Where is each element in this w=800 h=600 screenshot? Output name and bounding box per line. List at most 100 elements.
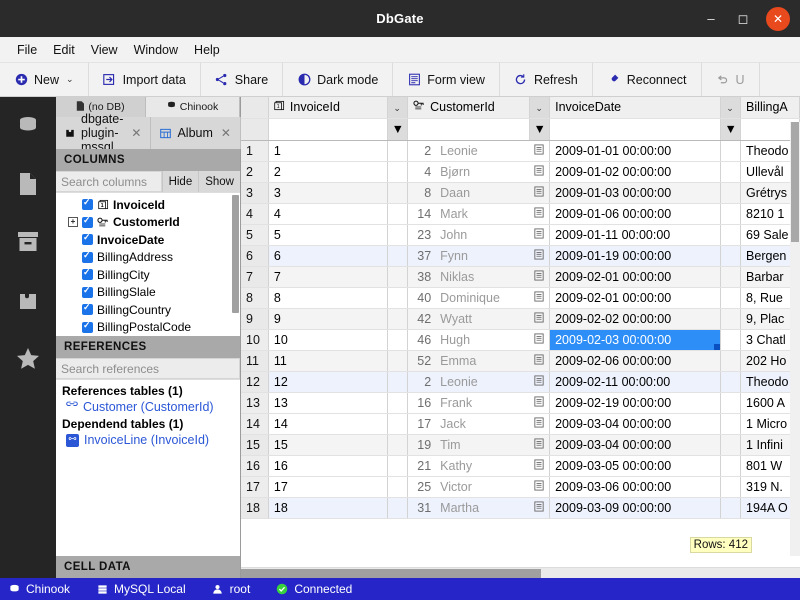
db-tab-no-db[interactable]: (no DB) — [56, 97, 146, 117]
cell-customerid[interactable]: 14 Mark — [407, 203, 551, 225]
cell-invoiceid[interactable]: 10 — [268, 329, 389, 351]
table-row[interactable]: 17 17 25 Victor 2009-03-06 00:00:00 319 N. — [241, 476, 800, 498]
filter-input-customerid[interactable] — [407, 118, 531, 141]
cell-invoicedate[interactable]: 2009-02-02 00:00:00 — [549, 308, 722, 330]
column-checkbox[interactable] — [82, 250, 93, 263]
column-item-invoiceid[interactable]: 1 InvoiceId — [56, 196, 240, 214]
cell-billingaddress[interactable]: 69 Sale — [740, 224, 800, 246]
cell-invoicedate[interactable]: 2009-01-03 00:00:00 — [549, 182, 722, 204]
cell-customerid[interactable]: 17 Jack — [407, 413, 551, 435]
columns-scrollbar[interactable] — [232, 195, 239, 313]
table-row[interactable]: 16 16 21 Kathy 2009-03-05 00:00:00 801 W — [241, 455, 800, 477]
cell-customerid[interactable]: 37 Fynn — [407, 245, 551, 267]
table-row[interactable]: 10 10 46 Hugh 2009-02-03 00:00:00 3 Chatl — [241, 329, 800, 351]
table-row[interactable]: 4 4 14 Mark 2009-01-06 00:00:00 8210 1 — [241, 203, 800, 225]
menu-help[interactable]: Help — [194, 42, 220, 57]
cell-billingaddress[interactable]: Grétrys — [740, 182, 800, 204]
cell-invoicedate[interactable]: 2009-02-03 00:00:00 — [549, 329, 722, 351]
menu-edit[interactable]: Edit — [53, 42, 75, 57]
table-row[interactable]: 5 5 23 John 2009-01-11 00:00:00 69 Sale — [241, 224, 800, 246]
dark-mode-button[interactable]: Dark mode — [283, 63, 394, 96]
cell-invoiceid[interactable]: 7 — [268, 266, 389, 288]
cell-invoicedate[interactable]: 2009-02-06 00:00:00 — [549, 350, 722, 372]
cell-customerid[interactable]: 4 Bjørn — [407, 161, 551, 183]
search-references-input[interactable]: Search references — [56, 358, 240, 379]
table-row[interactable]: 12 12 2 Leonie 2009-02-11 00:00:00 Theodo — [241, 371, 800, 393]
status-server[interactable]: MySQL Local — [96, 582, 212, 596]
tab-album[interactable]: Album ✕ — [151, 117, 241, 149]
table-row[interactable]: 15 15 19 Tim 2009-03-04 00:00:00 1 Infini — [241, 434, 800, 456]
cell-invoiceid[interactable]: 9 — [268, 308, 389, 330]
column-item-billingaddress[interactable]: BillingAddress — [56, 249, 240, 267]
database-icon[interactable] — [13, 111, 43, 141]
cell-customerid[interactable]: 19 Tim — [407, 434, 551, 456]
plugin-icon[interactable] — [13, 285, 43, 315]
cell-invoicedate[interactable]: 2009-02-01 00:00:00 — [549, 287, 722, 309]
status-user[interactable]: root — [212, 582, 277, 596]
cell-invoiceid[interactable]: 17 — [268, 476, 389, 498]
column-header-billingaddress[interactable]: BillingA — [740, 97, 800, 119]
cell-invoiceid[interactable]: 14 — [268, 413, 389, 435]
cell-billingaddress[interactable]: 1600 A — [740, 392, 800, 414]
column-item-billingstate[interactable]: BillingSlale — [56, 284, 240, 302]
cell-billingaddress[interactable]: 1 Infini — [740, 434, 800, 456]
cell-billingaddress[interactable]: 8210 1 — [740, 203, 800, 225]
column-item-billingpostalcode[interactable]: BillingPostalCode — [56, 319, 240, 337]
cell-invoicedate[interactable]: 2009-03-05 00:00:00 — [549, 455, 722, 477]
column-item-billingcity[interactable]: BillingCity — [56, 266, 240, 284]
column-checkbox[interactable] — [82, 215, 93, 228]
search-columns-input[interactable]: Search columns — [56, 171, 162, 192]
cell-invoiceid[interactable]: 2 — [268, 161, 389, 183]
cell-invoicedate[interactable]: 2009-03-09 00:00:00 — [549, 497, 722, 519]
selection-handle[interactable] — [714, 343, 720, 349]
reconnect-button[interactable]: Reconnect — [593, 63, 702, 96]
filter-input-billingaddress[interactable] — [740, 118, 800, 141]
cell-customerid[interactable]: 52 Emma — [407, 350, 551, 372]
cell-invoicedate[interactable]: 2009-02-19 00:00:00 — [549, 392, 722, 414]
cell-billingaddress[interactable]: Barbar — [740, 266, 800, 288]
cell-invoiceid[interactable]: 6 — [268, 245, 389, 267]
grid-horizontal-scrollbar[interactable] — [241, 567, 800, 578]
cell-invoiceid[interactable]: 1 — [268, 140, 389, 162]
refresh-button[interactable]: Refresh — [500, 63, 593, 96]
column-dropdown-invoicedate[interactable]: ⌄ — [720, 97, 742, 119]
new-button[interactable]: New ⌄ — [0, 63, 89, 96]
cell-customerid[interactable]: 40 Dominique — [407, 287, 551, 309]
table-row[interactable]: 18 18 31 Martha 2009-03-09 00:00:00 194A O — [241, 497, 800, 519]
cell-customerid[interactable]: 25 Victor — [407, 476, 551, 498]
cell-customerid[interactable]: 38 Niklas — [407, 266, 551, 288]
table-row[interactable]: 1 1 2 Leonie 2009-01-01 00:00:00 Theodo — [241, 140, 800, 162]
cell-billingaddress[interactable]: 801 W — [740, 455, 800, 477]
cell-invoicedate[interactable]: 2009-02-11 00:00:00 — [549, 371, 722, 393]
cell-invoicedate[interactable]: 2009-01-19 00:00:00 — [549, 245, 722, 267]
column-item-invoicedate[interactable]: InvoiceDate — [56, 231, 240, 249]
column-header-invoicedate[interactable]: InvoiceDate — [549, 97, 722, 119]
tab-dbgate-plugin-mssql[interactable]: dbgate-plugin-mssql ✕ — [56, 112, 152, 154]
archive-icon[interactable] — [13, 227, 43, 257]
close-icon[interactable]: ✕ — [131, 126, 142, 140]
hide-columns-button[interactable]: Hide — [161, 171, 199, 192]
column-checkbox[interactable] — [82, 285, 93, 298]
column-checkbox[interactable] — [82, 320, 93, 333]
show-columns-button[interactable]: Show — [198, 171, 240, 192]
cell-invoiceid[interactable]: 18 — [268, 497, 389, 519]
share-button[interactable]: Share — [201, 63, 284, 96]
menu-file[interactable]: File — [17, 42, 38, 57]
table-row[interactable]: 8 8 40 Dominique 2009-02-01 00:00:00 8, Rue — [241, 287, 800, 309]
cell-customerid[interactable]: 42 Wyatt — [407, 308, 551, 330]
menu-view[interactable]: View — [90, 42, 118, 57]
close-icon[interactable]: ✕ — [220, 126, 231, 140]
form-view-button[interactable]: Form view — [393, 63, 500, 96]
cell-invoicedate[interactable]: 2009-02-01 00:00:00 — [549, 266, 722, 288]
filter-input-invoiceid[interactable] — [268, 118, 389, 141]
cell-customerid[interactable]: 31 Martha — [407, 497, 551, 519]
db-tab-chinook[interactable]: Chinook — [146, 97, 240, 117]
filter-button-customerid[interactable]: ▼ — [529, 118, 551, 141]
maximize-icon[interactable]: ◻ — [737, 10, 749, 26]
close-icon[interactable]: ✕ — [766, 6, 790, 31]
cell-billingaddress[interactable]: Bergen — [740, 245, 800, 267]
cell-invoiceid[interactable]: 3 — [268, 182, 389, 204]
column-item-customerid[interactable]: + CustomerId — [56, 214, 240, 232]
cell-billingaddress[interactable]: Theodo — [740, 140, 800, 162]
minimize-icon[interactable]: – — [707, 11, 715, 26]
